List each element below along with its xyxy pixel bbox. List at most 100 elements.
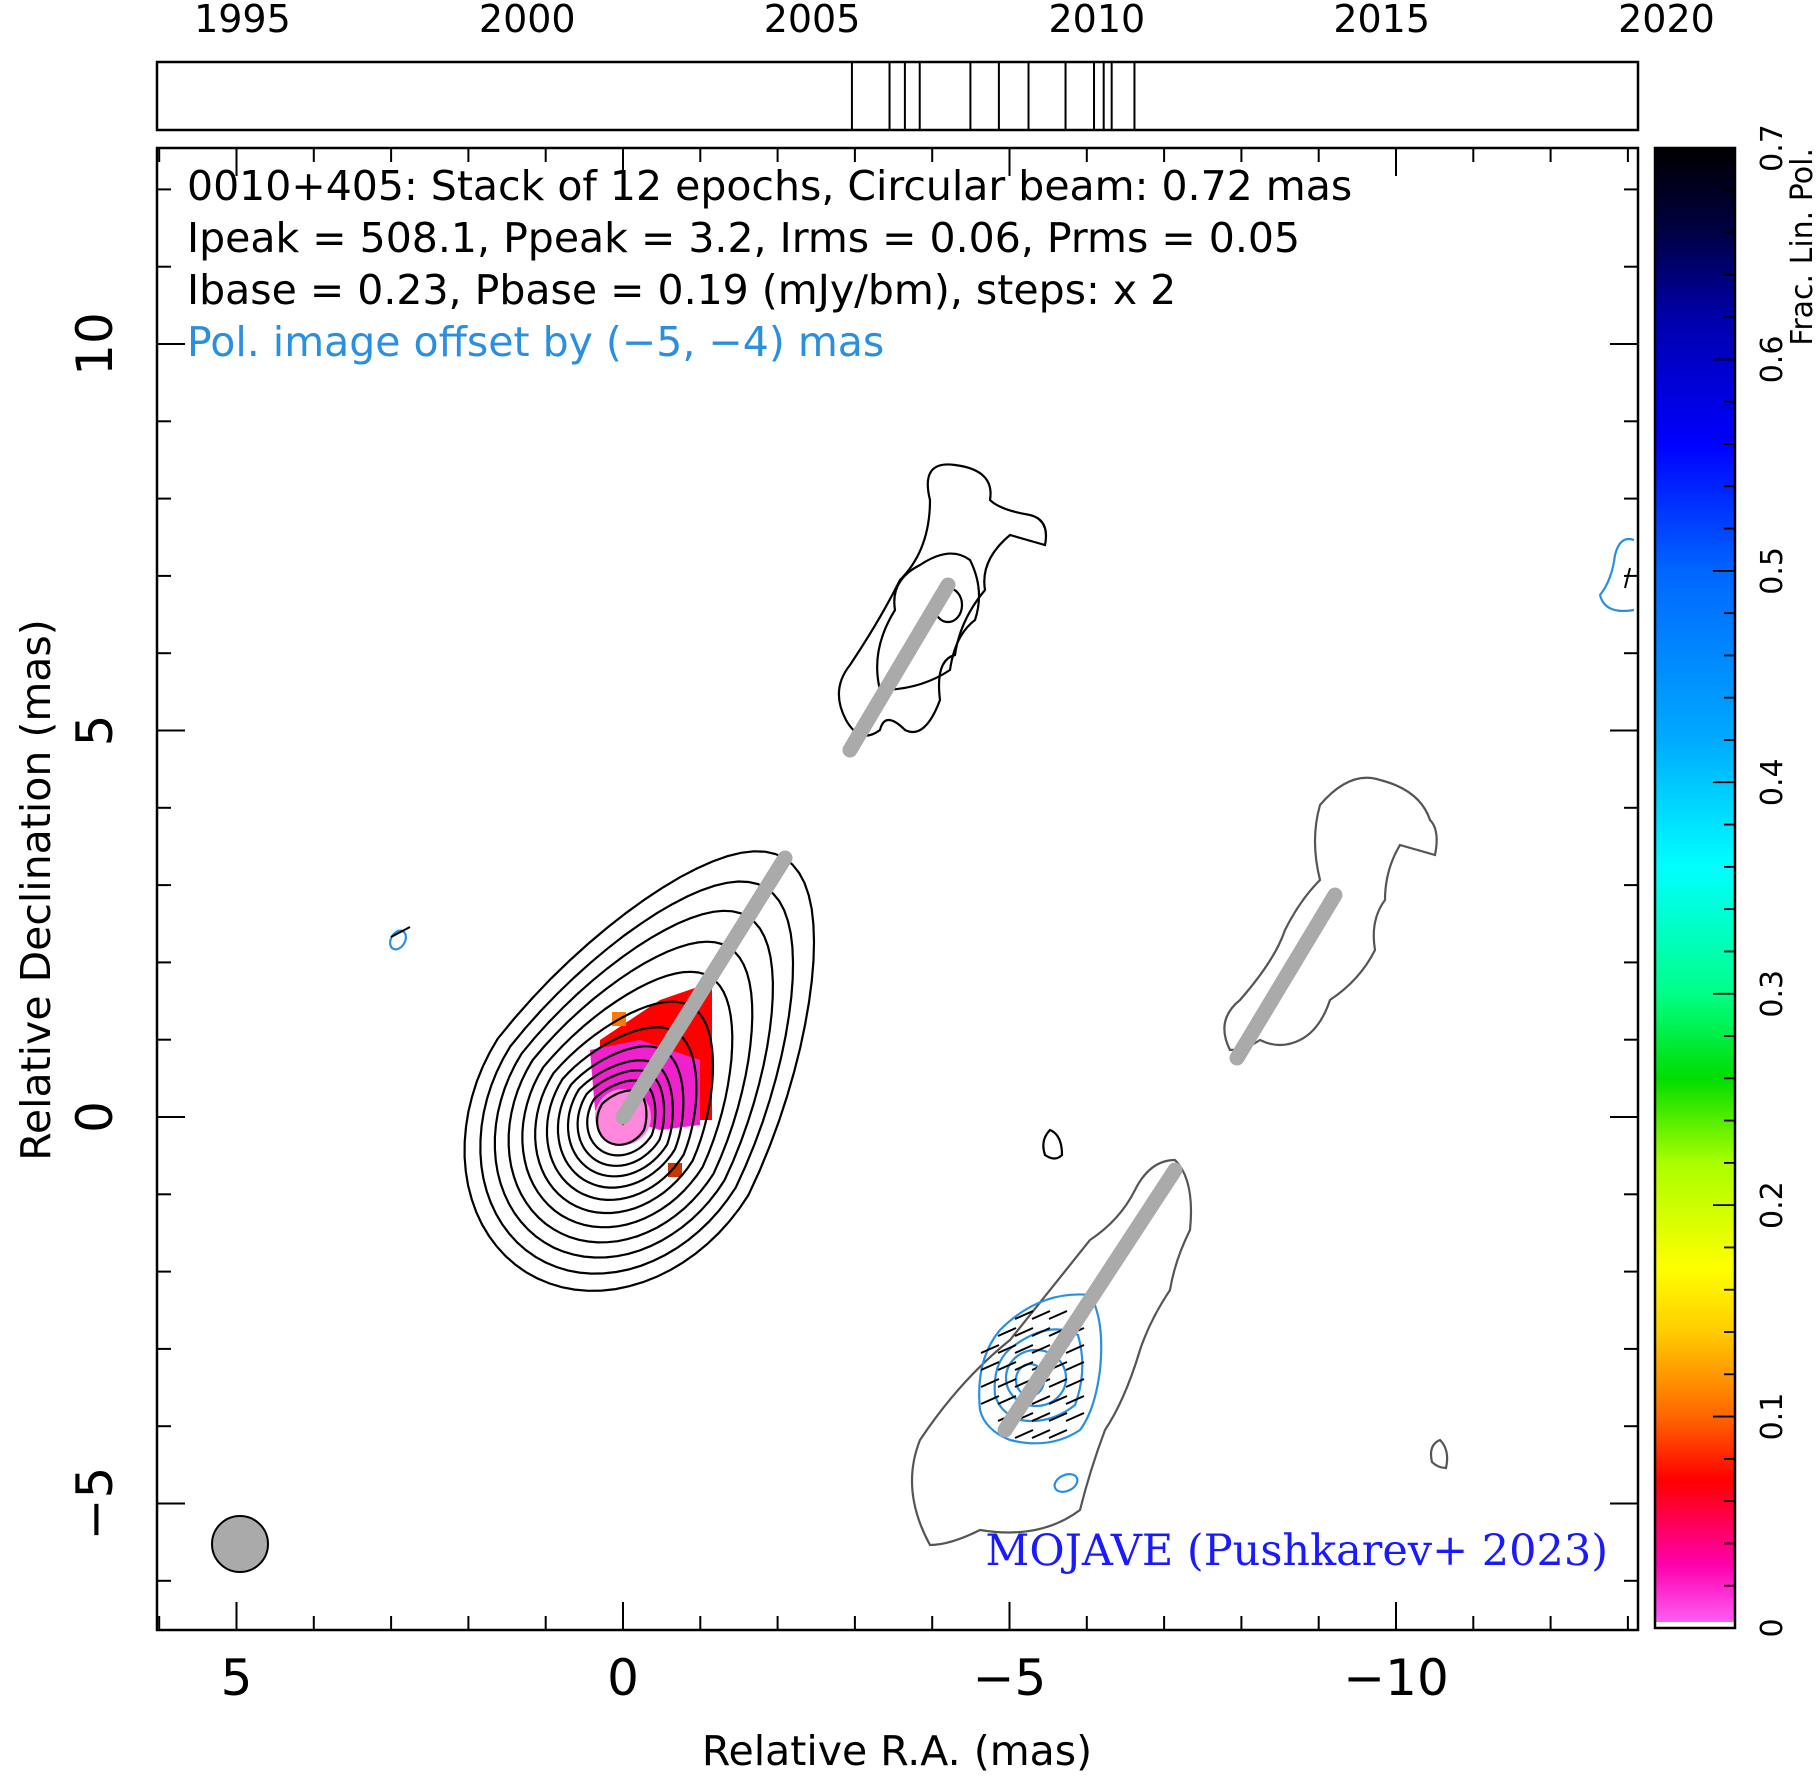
evpa-tick [1014, 1361, 1034, 1371]
colorbar-tick-label: 0.2 [1755, 1181, 1790, 1229]
x-tick-label: 5 [221, 1649, 253, 1707]
colorbar-zero [1655, 1622, 1735, 1628]
evpa-tick [997, 1378, 1017, 1388]
intensity-contour [566, 1059, 675, 1178]
annotation-line1: 0010+405: Stack of 12 epochs, Circular b… [187, 162, 1352, 210]
colorbar-tick-label: 0.5 [1755, 547, 1790, 595]
evpa-tick [1065, 1395, 1085, 1405]
y-axis-label: Relative Declination (mas) [12, 619, 60, 1161]
intensity-contour [556, 1045, 685, 1189]
timeline-tick-label: 2000 [479, 0, 576, 41]
colorbar-tick-label: 0.1 [1755, 1393, 1790, 1441]
offset-contour [910, 1158, 1193, 1547]
pol-contour [1053, 1473, 1079, 1493]
colorbar-frame [1653, 146, 1737, 1630]
intensity-contour [545, 1026, 698, 1202]
evpa-tick [1048, 1412, 1068, 1422]
evpa-tick [1031, 1344, 1051, 1354]
colorbar-tick-label: 0.6 [1755, 336, 1790, 384]
plot-border [155, 146, 1640, 1632]
colorbar-label: Frac. Lin. Pol. [1785, 148, 1819, 346]
evpa-tick [1014, 1429, 1034, 1439]
evpa-tick [980, 1395, 1000, 1405]
evpa-tick [1031, 1327, 1051, 1337]
evpa-tick [980, 1361, 1000, 1371]
evpa-tick [1048, 1395, 1068, 1405]
evpa-tick [1014, 1327, 1034, 1337]
timeline-tick-label: 2005 [764, 0, 861, 41]
colorbar-tick-label: 0 [1755, 1618, 1790, 1637]
annotation-line2: Ipeak = 508.1, Ppeak = 3.2, Irms = 0.06,… [187, 214, 1300, 262]
ridge-line [1229, 887, 1343, 1066]
evpa-tick [1048, 1310, 1068, 1320]
offset-contour [1223, 776, 1438, 1052]
intensity-contour [1042, 1128, 1064, 1160]
annotation-line3: Ibase = 0.23, Pbase = 0.19 (mJy/bm), ste… [187, 266, 1176, 314]
colorbar-tick-label: 0.7 [1755, 124, 1790, 172]
colorbar-tick-label: 0.3 [1755, 970, 1790, 1018]
ridge-lines [615, 577, 1343, 1438]
ridge-line [997, 1162, 1183, 1438]
intensity-contour [876, 552, 981, 692]
credit-label: MOJAVE (Pushkarev+ 2023) [985, 1526, 1608, 1576]
evpa-tick [997, 1361, 1017, 1371]
intensity-contour [479, 880, 795, 1275]
evpa-tick [980, 1344, 1000, 1354]
x-tick-label: −5 [973, 1649, 1047, 1707]
jet-knot-contours [837, 463, 1064, 1160]
evpa-tick [1048, 1378, 1068, 1388]
x-tick-label: 0 [607, 1649, 639, 1707]
timeline-tick-label: 2015 [1333, 0, 1430, 41]
y-tick-label: −5 [66, 1467, 124, 1541]
beam-ellipse [211, 1515, 269, 1573]
pol-contour [389, 929, 407, 951]
y-tick-label: 5 [66, 715, 124, 747]
evpa-tick [1014, 1310, 1034, 1320]
evpa-tick [1624, 567, 1631, 589]
evpa-tick [1031, 1395, 1051, 1405]
intensity-contour [493, 909, 775, 1259]
colorbar-gradient [1655, 148, 1735, 1628]
intensity-contour [586, 1079, 657, 1157]
evpa-tick [997, 1327, 1017, 1337]
evpa-tick [1065, 1361, 1085, 1371]
evpa-tick [1065, 1344, 1085, 1354]
evpa-tick [997, 1395, 1017, 1405]
evpa-tick [1048, 1429, 1068, 1439]
evpa-tick [1031, 1412, 1051, 1422]
colorbar-tick-label: 0.4 [1755, 758, 1790, 806]
evpa-tick [1065, 1378, 1085, 1388]
timeline-frame [155, 60, 1640, 132]
plot-frame [155, 146, 1640, 1632]
intensity-contour [507, 940, 754, 1244]
ridge-line [615, 850, 793, 1125]
core-contours [463, 850, 816, 1292]
x-tick-label: −10 [1343, 1649, 1449, 1707]
y-tick-label: 0 [66, 1101, 124, 1133]
x-axis-label: Relative R.A. (mas) [702, 1727, 1092, 1775]
evpa-tick [1014, 1344, 1034, 1354]
intensity-contour [595, 1089, 648, 1146]
evpa-tick [1065, 1412, 1085, 1422]
intensity-contour [576, 1069, 666, 1167]
y-tick-label: 10 [66, 312, 124, 376]
offset-intensity-contours [910, 776, 1449, 1547]
timeline-tick-label: 2010 [1049, 0, 1146, 41]
offset-contour [1429, 1438, 1449, 1470]
evpa-tick [1031, 1310, 1051, 1320]
evpa-tick [1031, 1429, 1051, 1439]
intensity-contour [534, 1000, 715, 1215]
evpa-vectors [390, 567, 1631, 1439]
image-content [389, 463, 1635, 1547]
annotation-pol-offset: Pol. image offset by (−5, −4) mas [187, 318, 884, 366]
timeline-tick-label: 2020 [1618, 0, 1715, 41]
timeline: 1995 2000 2005 2010 2015 2020 [155, 0, 1715, 132]
pol-contour [1598, 537, 1635, 613]
pol-contour [1004, 1348, 1068, 1408]
evpa-tick [997, 1344, 1017, 1354]
intensity-contour [521, 970, 734, 1229]
evpa-tick [980, 1378, 1000, 1388]
ridge-line [842, 577, 956, 758]
